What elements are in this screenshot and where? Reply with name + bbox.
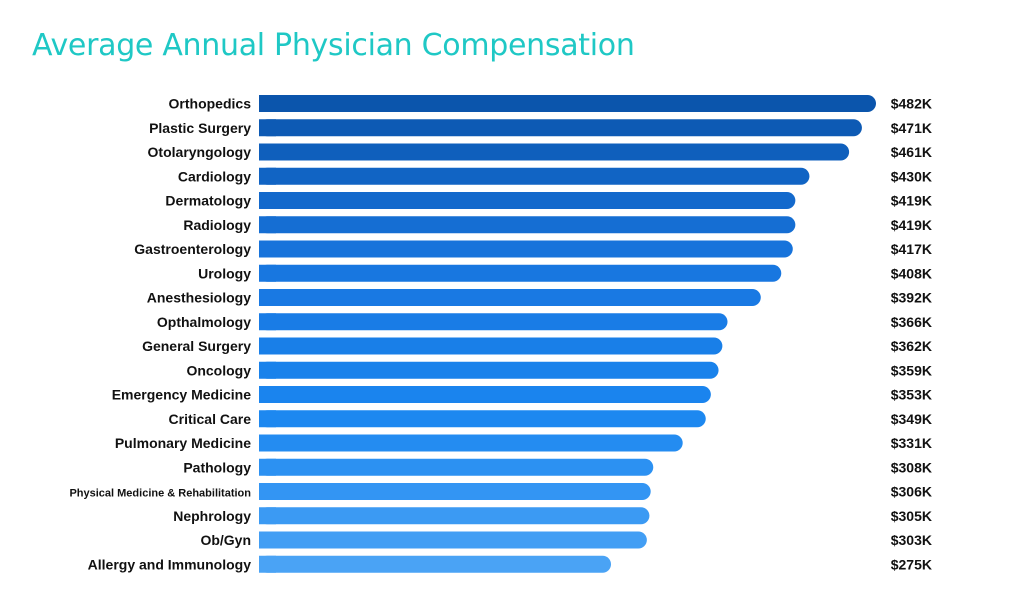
category-labels: Orthopedics Plastic Surgery Otolaryngology… — [69, 96, 251, 573]
value-label: $359K — [891, 362, 932, 378]
chart-title: Average Annual Physician Compensation — [32, 28, 635, 63]
bar-left-edge — [259, 555, 276, 573]
value-label: $303K — [891, 532, 932, 548]
value-label: $308K — [891, 459, 932, 475]
category-label: Pathology — [183, 459, 251, 475]
bar — [259, 95, 876, 112]
bar — [259, 531, 647, 549]
category-label: Urology — [198, 265, 251, 281]
category-label: Anesthesiology — [147, 290, 251, 306]
bar — [259, 410, 706, 428]
category-label: Oncology — [186, 362, 251, 378]
bar-left-edge — [259, 386, 276, 403]
bar — [259, 434, 683, 452]
value-label: $419K — [891, 193, 932, 209]
bar-left-edge — [259, 264, 276, 282]
category-label: Radiology — [183, 217, 251, 233]
bar-left-edge — [259, 458, 276, 476]
value-label: $353K — [891, 387, 932, 403]
bar-left-edge — [259, 216, 276, 234]
bar-left-edge — [259, 95, 276, 112]
category-label: General Surgery — [142, 338, 251, 354]
bar-left-edge — [259, 434, 276, 452]
category-label: Otolaryngology — [148, 144, 252, 160]
value-label: $362K — [891, 338, 932, 354]
category-label: Physical Medicine & Rehabilitation — [69, 488, 251, 500]
bar — [259, 361, 719, 379]
bar — [259, 386, 711, 403]
bar-left-edge — [259, 240, 276, 258]
category-label: Plastic Surgery — [149, 120, 251, 136]
value-label: $349K — [891, 411, 932, 427]
bar-left-edge — [259, 531, 276, 549]
value-label: $430K — [891, 168, 932, 184]
bar — [259, 555, 612, 573]
bar-left-edge — [259, 507, 276, 525]
value-label: $306K — [891, 484, 932, 500]
value-label: $305K — [891, 508, 932, 524]
category-label: Emergency Medicine — [112, 387, 251, 403]
value-label: $417K — [891, 241, 932, 257]
value-label: $392K — [891, 290, 932, 306]
bar — [259, 458, 654, 476]
bar — [259, 337, 723, 355]
value-label: $482K — [891, 96, 932, 112]
bar-left-edge — [259, 313, 276, 331]
bar-left-edge — [259, 361, 276, 379]
category-label: Cardiology — [178, 168, 251, 184]
value-labels: $482K $471K $461K $430K $419K $419K $417K $408K… — [891, 96, 932, 573]
bar — [259, 192, 796, 209]
bars — [259, 95, 876, 573]
bar-left-edge — [259, 410, 276, 428]
category-label: Opthalmology — [157, 314, 251, 330]
category-label: Pulmonary Medicine — [115, 435, 251, 451]
value-label: $471K — [891, 120, 932, 136]
bar-left-edge — [259, 483, 276, 500]
bar — [259, 119, 862, 137]
bar-left-edge — [259, 119, 276, 137]
bar — [259, 289, 761, 306]
bar — [259, 143, 850, 161]
bar — [259, 240, 793, 258]
bar — [259, 264, 782, 282]
bar-left-edge — [259, 143, 276, 161]
value-label: $275K — [891, 556, 932, 572]
category-label: Critical Care — [169, 411, 252, 427]
bar-left-edge — [259, 167, 276, 185]
value-label: $419K — [891, 217, 932, 233]
value-label: $461K — [891, 144, 932, 160]
category-label: Allergy and Immunology — [88, 556, 252, 572]
bar — [259, 483, 651, 500]
bar-left-edge — [259, 289, 276, 306]
value-label: $366K — [891, 314, 932, 330]
bar-left-edge — [259, 337, 276, 355]
category-label: Orthopedics — [169, 96, 252, 112]
category-label: Ob/Gyn — [200, 532, 251, 548]
category-label: Nephrology — [173, 508, 251, 524]
bar — [259, 507, 650, 525]
category-label: Gastroenterology — [134, 241, 251, 257]
bar — [259, 167, 810, 185]
category-label: Dermatology — [165, 193, 251, 209]
value-label: $408K — [891, 265, 932, 281]
value-label: $331K — [891, 435, 932, 451]
bar — [259, 216, 796, 234]
bar — [259, 313, 728, 331]
bar-left-edge — [259, 192, 276, 209]
